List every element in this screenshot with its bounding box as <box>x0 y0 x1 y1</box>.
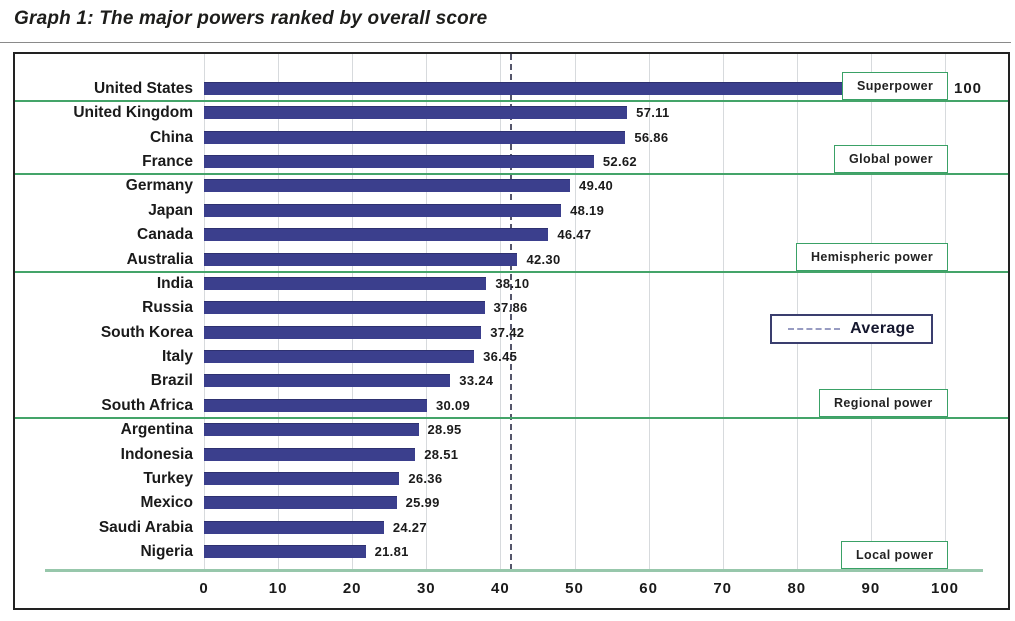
bar-brazil <box>204 374 451 388</box>
value-label-australia: 42.30 <box>526 251 561 267</box>
row-label-canada: Canada <box>137 226 193 244</box>
value-label-turkey: 26.36 <box>408 470 443 486</box>
bar-south-korea <box>204 325 482 339</box>
row-label-argentina: Argentina <box>120 421 193 439</box>
average-dash-line-icon <box>788 328 841 330</box>
row-label-india: India <box>156 274 193 292</box>
x-axis-tick-label: 80 <box>787 580 807 597</box>
bar-argentina <box>204 423 419 437</box>
row-label-japan: Japan <box>148 201 193 219</box>
tier-box-regional-power: Regional power <box>819 388 948 417</box>
tier-separator-line <box>15 416 1008 419</box>
row-label-germany: Germany <box>125 177 193 195</box>
value-label-argentina: 28.95 <box>427 422 462 438</box>
value-label-brazil: 33.24 <box>459 373 494 389</box>
row-label-brazil: Brazil <box>150 372 193 390</box>
bar-australia <box>204 252 518 266</box>
value-label-italy: 36.45 <box>483 349 518 365</box>
value-label-united-states: 100 <box>954 80 983 97</box>
bar-india <box>204 276 487 290</box>
chart-title: Graph 1: The major powers ranked by over… <box>14 8 488 29</box>
value-label-indonesia: 28.51 <box>424 446 459 462</box>
bar-indonesia <box>204 447 416 461</box>
value-label-nigeria: 21.81 <box>374 544 409 560</box>
bar-turkey <box>204 471 400 485</box>
x-axis-tick-label: 0 <box>199 580 209 597</box>
x-axis-tick-label: 20 <box>342 580 362 597</box>
bar-japan <box>204 203 562 217</box>
bar-nigeria <box>204 545 366 559</box>
gridline-80 <box>796 54 798 570</box>
row-label-mexico: Mexico <box>140 494 193 512</box>
row-label-united-kingdom: United Kingdom <box>73 104 193 122</box>
gridline-100 <box>945 54 946 570</box>
value-label-japan: 48.19 <box>570 202 605 218</box>
average-legend: Average <box>770 314 933 344</box>
row-label-italy: Italy <box>161 348 193 366</box>
value-label-canada: 46.47 <box>557 227 592 243</box>
tier-box-superpower: Superpower <box>842 72 949 101</box>
value-label-germany: 49.40 <box>579 178 614 194</box>
tier-separator-line <box>15 173 1008 176</box>
gridline-50 <box>574 54 576 570</box>
gridline-40 <box>500 54 502 570</box>
gridline-60 <box>648 54 650 570</box>
value-label-france: 52.62 <box>602 154 637 170</box>
value-label-south-korea: 37.42 <box>490 324 525 340</box>
value-label-india: 38.10 <box>495 275 530 291</box>
value-label-south-africa: 30.09 <box>435 397 470 413</box>
x-axis-tick-label: 40 <box>491 580 510 597</box>
row-label-south-africa: South Africa <box>101 396 193 414</box>
bar-china <box>204 130 626 144</box>
tier-box-global-power: Global power <box>834 145 948 174</box>
gridline-70 <box>722 54 724 570</box>
value-label-saudi-arabia: 24.27 <box>392 519 427 535</box>
bar-saudi-arabia <box>204 520 384 534</box>
x-axis-tick-label: 100 <box>930 580 960 597</box>
value-label-mexico: 25.99 <box>405 495 440 511</box>
row-label-united-states: United States <box>93 80 193 97</box>
tier-box-hemispheric-power: Hemispheric power <box>796 242 949 271</box>
bar-italy <box>204 350 475 364</box>
bar-canada <box>204 228 549 242</box>
x-axis-tick-label: 10 <box>268 580 288 597</box>
row-label-turkey: Turkey <box>143 469 193 487</box>
x-axis-tick-label: 30 <box>416 580 436 597</box>
bar-france <box>204 155 594 169</box>
tier-separator-line <box>15 100 1008 103</box>
x-axis-tick-label: 60 <box>639 580 658 597</box>
row-label-australia: Australia <box>126 250 193 268</box>
row-label-south-korea: South Korea <box>100 323 193 341</box>
x-axis-tick-label: 90 <box>861 580 881 597</box>
bar-russia <box>204 301 485 315</box>
tier-box-local-power: Local power <box>841 541 949 569</box>
row-label-china: China <box>149 128 193 146</box>
row-label-russia: Russia <box>142 299 193 317</box>
x-axis-tick-label: 50 <box>565 580 584 597</box>
row-label-nigeria: Nigeria <box>140 543 193 561</box>
x-axis-tick-label: 70 <box>713 580 733 597</box>
bar-united-states <box>204 82 945 95</box>
tier-separator-line <box>15 270 1008 273</box>
bar-united-kingdom <box>204 106 628 120</box>
average-line <box>510 54 513 570</box>
gridline-90 <box>870 54 872 570</box>
row-label-indonesia: Indonesia <box>120 445 193 463</box>
bar-mexico <box>204 496 397 510</box>
average-legend-label: Average <box>850 320 915 337</box>
value-label-russia: 37.86 <box>493 300 528 316</box>
x-axis-baseline <box>45 569 983 572</box>
title-underline <box>0 42 1011 43</box>
value-label-china: 56.86 <box>634 129 669 145</box>
row-label-saudi-arabia: Saudi Arabia <box>98 518 193 536</box>
bar-south-africa <box>204 398 427 412</box>
row-label-france: France <box>142 153 193 171</box>
bar-germany <box>204 179 571 193</box>
chart-plot-area: 0 10 20 30 40 50 60 70 80 90 100 United States 100 Un… <box>13 52 1010 610</box>
value-label-united-kingdom: 57.11 <box>636 105 670 121</box>
